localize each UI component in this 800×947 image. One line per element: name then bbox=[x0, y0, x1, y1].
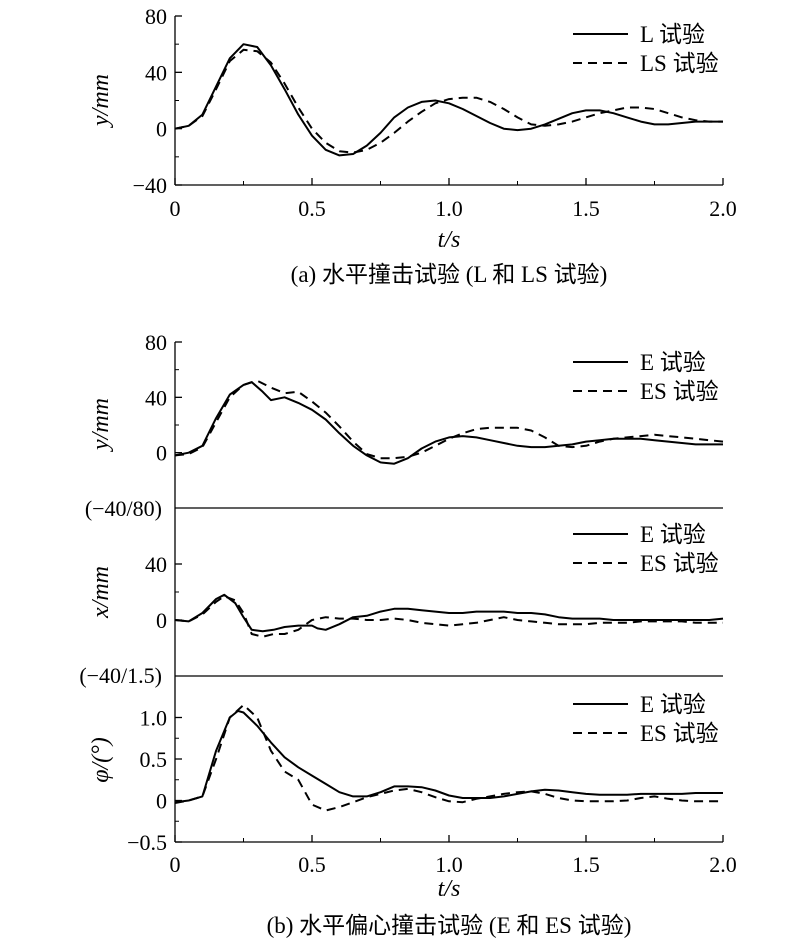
legend-label: ES 试验 bbox=[640, 721, 719, 746]
legend-label: LS 试验 bbox=[640, 51, 719, 76]
x-tick-label: 0.5 bbox=[298, 852, 326, 877]
ylabel-b1: y/mm bbox=[88, 398, 114, 452]
y-tick-label: 40 bbox=[145, 60, 167, 85]
legend-label: ES 试验 bbox=[640, 379, 719, 404]
y-tick-label: 40 bbox=[145, 385, 167, 410]
x-tick-label: 0 bbox=[170, 852, 181, 877]
series-line-dashed bbox=[174, 595, 723, 638]
y-tick-label: 80 bbox=[145, 4, 167, 29]
caption-b: (b) 水平偏心撞击试验 (E 和 ES 试验) bbox=[267, 913, 632, 938]
x-tick-label: 2.0 bbox=[709, 196, 737, 221]
y-tick-label: 1.0 bbox=[140, 706, 168, 731]
x-tick-label: 0.5 bbox=[298, 196, 326, 221]
y-tick-label: 0.5 bbox=[140, 747, 168, 772]
x-tick-label: 1.5 bbox=[572, 196, 600, 221]
plot-b1: 0 40 80 E 试验 ES 试验 bbox=[145, 330, 724, 509]
legend-label: ES 试验 bbox=[640, 551, 719, 576]
x-tick-label: 1.5 bbox=[572, 852, 600, 877]
y-tick-label: 0 bbox=[156, 608, 167, 633]
ylabel-b3: φ/(°) bbox=[88, 737, 114, 783]
y-tick-label: 80 bbox=[145, 330, 167, 355]
xlabel-b: t/s bbox=[438, 876, 461, 902]
caption-a: (a) 水平撞击试验 (L 和 LS 试验) bbox=[291, 262, 608, 287]
plot-b2: 0 40 E 试验 ES 试验 bbox=[145, 508, 724, 677]
ybottom-label-b1: (−40/80) bbox=[85, 496, 162, 521]
x-tick-label: 1.0 bbox=[435, 196, 463, 221]
xlabel-a: t/s bbox=[438, 227, 461, 253]
legend-label: L 试验 bbox=[640, 22, 705, 47]
legend-label: E 试验 bbox=[640, 522, 706, 547]
ybottom-label-b2: (−40/1.5) bbox=[79, 663, 162, 688]
series-line-solid bbox=[174, 709, 723, 804]
y-tick-label: 40 bbox=[145, 552, 167, 577]
y-tick-label: −0.5 bbox=[127, 830, 167, 855]
series-line-solid bbox=[174, 593, 724, 633]
y-tick-label: 0 bbox=[156, 441, 167, 466]
legend-label: E 试验 bbox=[640, 692, 706, 717]
x-tick-label: 0 bbox=[170, 196, 181, 221]
series-line-solid bbox=[174, 381, 723, 465]
legend-label: E 试验 bbox=[640, 350, 706, 375]
x-tick-label: 2.0 bbox=[709, 852, 737, 877]
y-tick-label: 0 bbox=[156, 117, 167, 142]
series-line-dashed bbox=[174, 379, 724, 460]
series-line-dashed bbox=[174, 48, 723, 154]
ylabel-b2: x/mm bbox=[88, 566, 114, 619]
panel-a: y/mm t/s (a) 水平撞击试验 (L 和 LS 试验) bbox=[88, 74, 607, 287]
y-tick-label: 0 bbox=[156, 789, 167, 814]
ylabel-a: y/mm bbox=[88, 74, 114, 128]
y-tick-label: −40 bbox=[133, 173, 167, 198]
series-line-dashed bbox=[174, 704, 723, 812]
x-tick-label: 1.0 bbox=[435, 852, 463, 877]
panel-b: y/mm (−40/80) x/mm (−40/1.5) φ/(°) t/s (… bbox=[79, 398, 631, 938]
